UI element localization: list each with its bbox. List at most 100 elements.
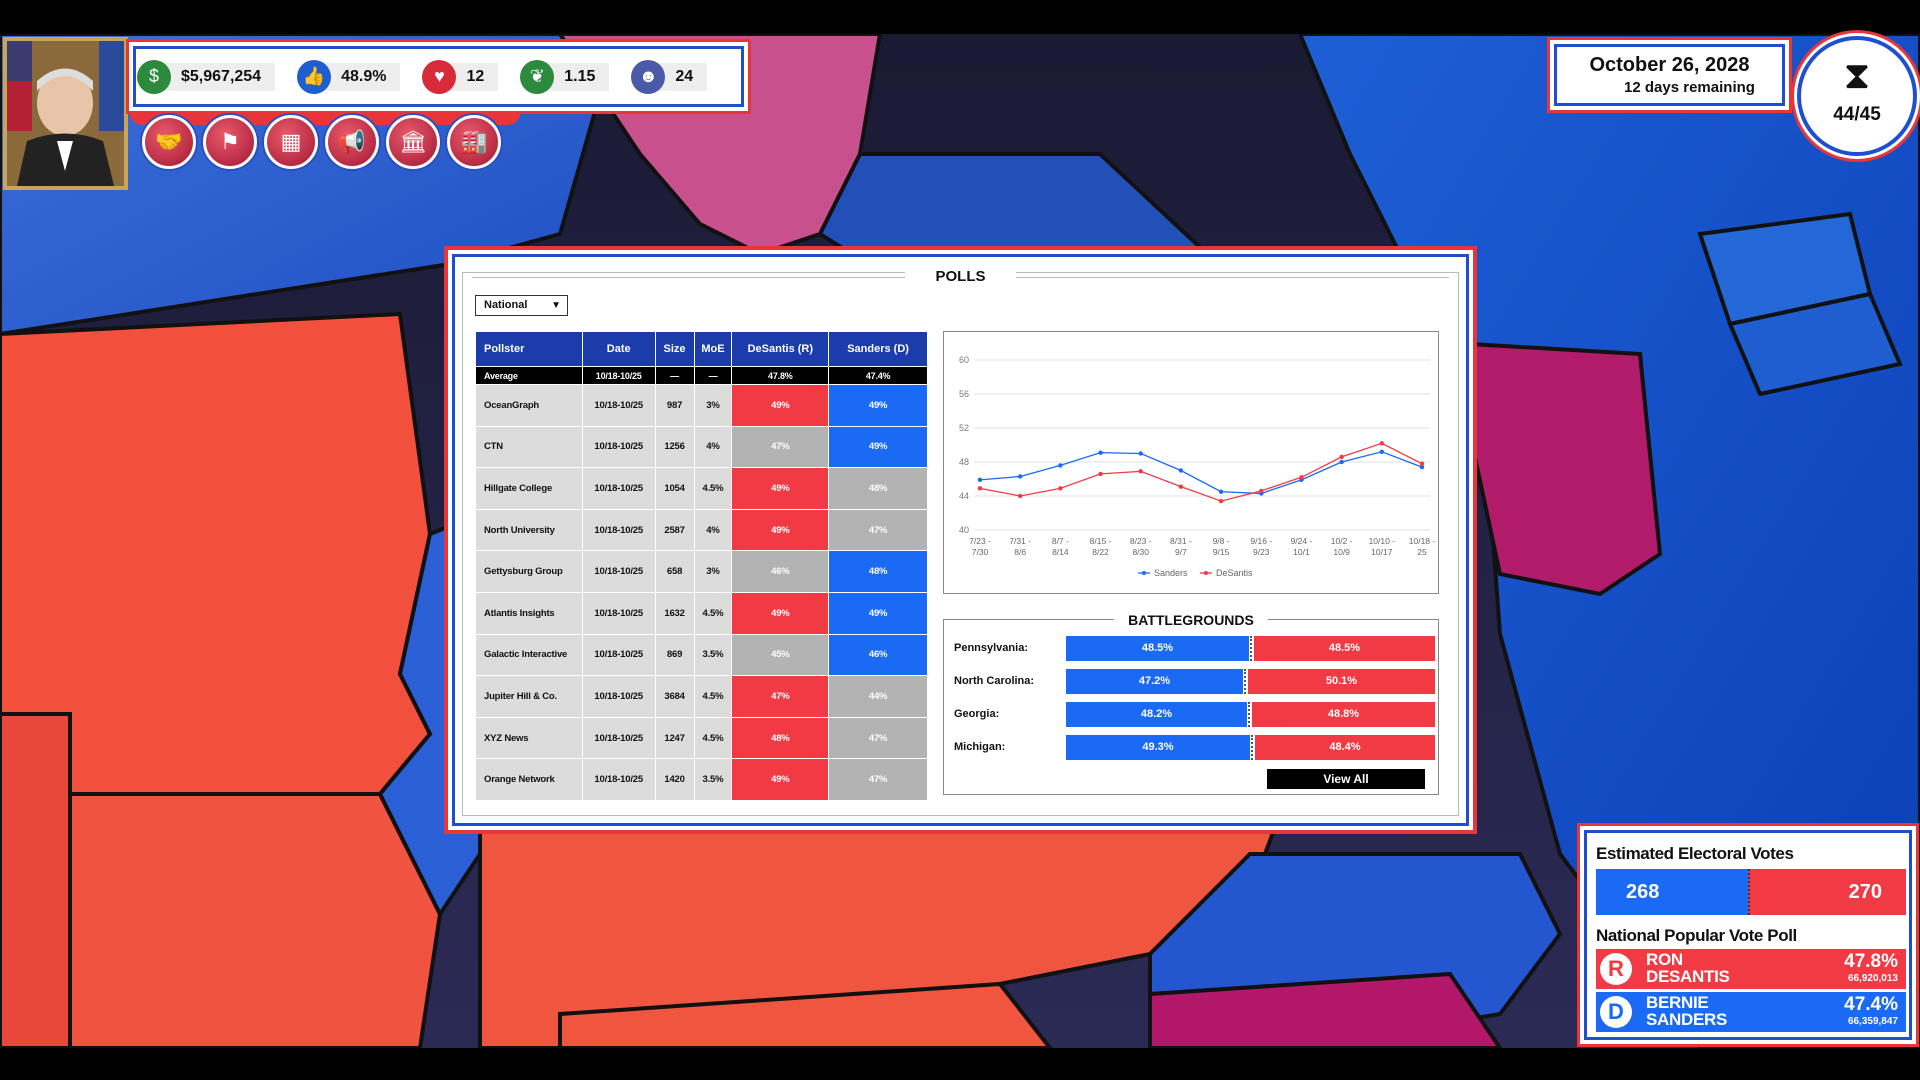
- poll-desantis: 48%: [731, 716, 830, 760]
- poll-size: 2587: [654, 508, 695, 552]
- poll-row[interactable]: Galactic Interactive 10/18-10/25 869 3.5% 45…: [475, 633, 928, 677]
- col-size[interactable]: Size: [654, 331, 695, 367]
- battlegrounds-title-wrap: BATTLEGROUNDS: [944, 612, 1438, 630]
- poll-row[interactable]: Jupiter Hill & Co. 10/18-10/25 3684 4.5% 47%…: [475, 675, 928, 718]
- pollster-name: Jupiter Hill & Co.: [475, 675, 583, 718]
- battleground-row[interactable]: Pennsylvania: 48.5% 48.5%: [954, 636, 1435, 661]
- candidate-votes: 66,920,013: [1847, 973, 1898, 984]
- col-moe[interactable]: MoE: [693, 331, 733, 367]
- poll-row[interactable]: Atlantis Insights 10/18-10/25 1632 4.5% 49% 4…: [475, 591, 928, 635]
- stat-momentum[interactable]: ❦ 1.15: [520, 59, 610, 94]
- poll-row[interactable]: Hillgate College 10/18-10/25 1054 4.5% 49% 48…: [475, 467, 928, 510]
- poll-size: 869: [654, 633, 695, 677]
- battleground-row[interactable]: Georgia: 48.2% 48.8%: [954, 702, 1435, 727]
- pollster-name: North University: [475, 508, 583, 552]
- state-name: Pennsylvania:: [954, 642, 1028, 654]
- poll-sanders: 47%: [828, 716, 928, 760]
- region-selected: National: [484, 299, 528, 311]
- col-desantis[interactable]: DeSantis (R): [731, 331, 830, 367]
- stat-health[interactable]: ♥ 12: [422, 59, 499, 94]
- legend-label: Sanders: [1154, 568, 1188, 578]
- electoral-title: Estimated Electoral Votes: [1596, 844, 1794, 863]
- data-point-desantis: [1218, 498, 1224, 504]
- candidate-desantis[interactable]: R RON DESANTIS 47.8% 66,920,013: [1596, 949, 1906, 989]
- legend-label: DeSantis: [1216, 568, 1253, 578]
- state-dem-share: 48.2%: [1066, 702, 1247, 727]
- poll-moe: 4.5%: [693, 675, 733, 718]
- popular-vote-title: National Popular Vote Poll: [1596, 926, 1797, 945]
- poll-date: 10/18-10/25: [581, 467, 656, 510]
- stat-staff[interactable]: ☻ 24: [631, 59, 708, 94]
- series-line-sanders: [979, 451, 1423, 495]
- electoral-bar[interactable]: 268 270: [1596, 869, 1906, 915]
- col-date[interactable]: Date: [581, 331, 656, 367]
- electoral-dem: 268: [1596, 869, 1748, 915]
- x-tick-label: 9/16 -9/23: [1250, 536, 1272, 557]
- poll-moe: 3.5%: [693, 758, 733, 801]
- candidate-last-name: DESANTIS: [1646, 967, 1730, 986]
- col-sanders[interactable]: Sanders (D): [828, 331, 928, 367]
- poll-date: 10/18-10/25: [581, 425, 656, 469]
- x-tick-label: 10/18 -25: [1409, 536, 1436, 557]
- stat-money[interactable]: $ $5,967,254: [137, 59, 276, 94]
- col-pollster[interactable]: Pollster: [475, 331, 583, 367]
- pollster-name: OceanGraph: [475, 384, 583, 427]
- poll-row[interactable]: North University 10/18-10/25 2587 4% 49% 47%: [475, 508, 928, 552]
- chili-pepper-icon: ❦: [520, 59, 555, 94]
- polls-table: Pollster Date Size MoE DeSantis (R) Sand…: [475, 331, 928, 801]
- staff-value: 24: [657, 62, 708, 91]
- region-dropdown[interactable]: National ▼: [475, 295, 568, 316]
- poll-row[interactable]: Gettysburg Group 10/18-10/25 658 3% 46% 48%: [475, 550, 928, 593]
- turn-timer[interactable]: ⧗ 44/45: [1797, 36, 1917, 156]
- state-rep-share: 48.8%: [1252, 702, 1435, 727]
- days-remaining: 12 days remaining: [1624, 79, 1755, 96]
- data-point-sanders: [1218, 489, 1224, 494]
- date-display: October 26, 2028 12 days remaining: [1547, 37, 1792, 113]
- state-divider: [1250, 636, 1254, 661]
- avg-moe: —: [693, 366, 733, 385]
- flags-icon[interactable]: ⚑: [203, 115, 257, 169]
- electoral-rep: 270: [1748, 869, 1906, 915]
- capitol-icon[interactable]: 🏛: [386, 115, 440, 169]
- candidate-portrait[interactable]: [3, 37, 128, 190]
- heart-rate-icon: ♥: [422, 59, 457, 94]
- state-name: North Carolina:: [954, 675, 1035, 687]
- megaphone-icon[interactable]: 📢: [325, 115, 379, 169]
- calendar-icon[interactable]: ▦: [264, 115, 318, 169]
- y-tick-label: 40: [959, 525, 969, 535]
- battleground-row[interactable]: Michigan: 49.3% 48.4%: [954, 735, 1435, 760]
- poll-desantis: 49%: [731, 508, 830, 552]
- poll-desantis: 47%: [731, 675, 830, 718]
- poll-row[interactable]: CTN 10/18-10/25 1256 4% 47% 49%: [475, 425, 928, 469]
- candidate-pct: 47.4%: [1844, 994, 1898, 1015]
- view-all-button[interactable]: View All: [1267, 769, 1425, 789]
- poll-date: 10/18-10/25: [581, 384, 656, 427]
- state-name: Michigan:: [954, 741, 1006, 753]
- poll-row[interactable]: Orange Network 10/18-10/25 1420 3.5% 49% 47%: [475, 758, 928, 801]
- poll-trend-svg: 40 44 48 52 56 60 7/23 -7/30 7/31 -8/6 8/7 -8/14…: [959, 355, 1436, 578]
- data-point-desantis: [1419, 461, 1425, 466]
- battleground-row[interactable]: North Carolina: 47.2% 50.1%: [954, 669, 1435, 694]
- candidate-name: RON DESANTIS: [1646, 951, 1730, 985]
- data-point-desantis: [1017, 493, 1023, 499]
- data-point-desantis: [1098, 471, 1103, 477]
- avg-desantis: 47.8%: [731, 366, 830, 385]
- poll-row[interactable]: OceanGraph 10/18-10/25 987 3% 49% 49%: [475, 384, 928, 427]
- legend-marker: [1142, 571, 1146, 575]
- poll-moe: 3%: [693, 384, 733, 427]
- factory-icon[interactable]: 🏭: [447, 115, 501, 169]
- handshake-icon[interactable]: 🤝: [142, 115, 196, 169]
- poll-date: 10/18-10/25: [581, 675, 656, 718]
- state-name: Georgia:: [954, 708, 1000, 720]
- candidate-sanders[interactable]: D BERNIE SANDERS 47.4% 66,359,847: [1596, 992, 1906, 1032]
- poll-desantis: 49%: [731, 384, 830, 427]
- poll-row[interactable]: XYZ News 10/18-10/25 1247 4.5% 48% 47%: [475, 716, 928, 760]
- data-point-sanders: [1058, 463, 1063, 468]
- data-point-sanders: [1138, 451, 1143, 456]
- series-line-desantis: [979, 442, 1423, 502]
- stat-approval[interactable]: 👍 48.9%: [297, 59, 401, 94]
- polls-title: POLLS: [905, 268, 1016, 285]
- x-tick-label: 9/8 -9/15: [1213, 536, 1230, 557]
- candidate-pct: 47.8%: [1844, 951, 1898, 972]
- legend-marker: [1204, 571, 1208, 575]
